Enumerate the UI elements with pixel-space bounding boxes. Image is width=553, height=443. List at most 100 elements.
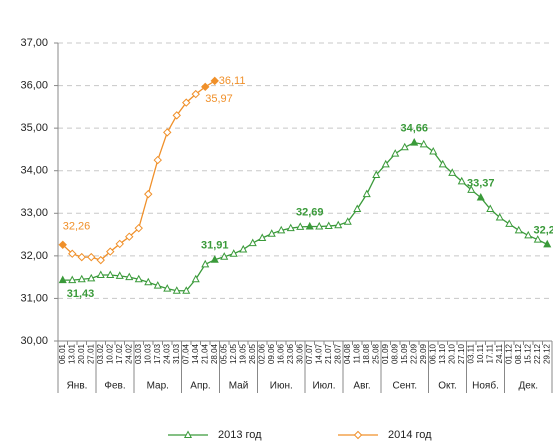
- x-tick-label: 18.08: [362, 343, 371, 364]
- legend-label: 2014 год: [388, 429, 432, 441]
- point: [296, 222, 305, 230]
- x-tick-label: 17.11: [485, 343, 494, 363]
- x-tick-label: 24.02: [124, 343, 133, 364]
- point: [324, 221, 333, 230]
- point: [172, 286, 181, 294]
- data-label: 31,91: [201, 240, 229, 252]
- point: [410, 138, 419, 146]
- point: [115, 271, 124, 279]
- x-tick-label: 08.12: [514, 343, 523, 364]
- point: [106, 270, 115, 279]
- x-tick-label: 24.03: [162, 343, 171, 364]
- x-tick-label: 26.05: [248, 343, 257, 364]
- data-label: 32,27: [533, 224, 553, 236]
- y-tick-label: 34,00: [20, 165, 48, 177]
- x-tick-label: 01.12: [504, 343, 513, 364]
- month-label: Июл.: [312, 381, 335, 392]
- x-tick-label: 27.01: [86, 343, 95, 364]
- x-tick-label: 22.12: [533, 343, 542, 364]
- legend-marker: [353, 430, 363, 440]
- y-tick-label: 35,00: [20, 122, 48, 134]
- point: [77, 252, 86, 262]
- legend-marker: [183, 430, 193, 438]
- point: [106, 247, 115, 256]
- point: [68, 275, 77, 284]
- point: [533, 235, 542, 243]
- point: [163, 284, 172, 292]
- point: [144, 189, 153, 199]
- month-label: Дек.: [519, 381, 539, 392]
- x-tick-label: 07.07: [305, 343, 314, 364]
- point: [353, 204, 362, 213]
- point: [96, 255, 105, 265]
- month-label: Авг.: [353, 381, 370, 392]
- point: [210, 255, 219, 263]
- x-tick-label: 14.04: [191, 343, 200, 364]
- x-tick-label: 20.01: [77, 343, 86, 364]
- point: [125, 232, 134, 241]
- x-tick-label: 08.09: [390, 343, 399, 364]
- point: [191, 274, 200, 283]
- data-label: 33,37: [467, 177, 495, 189]
- line: [62, 141, 548, 292]
- x-tick-label: 13.10: [438, 343, 447, 364]
- x-tick-label: 10.03: [143, 343, 152, 364]
- data-label: 36,11: [219, 75, 246, 87]
- x-tick-label: 07.04: [181, 343, 190, 364]
- point: [400, 142, 409, 151]
- point: [191, 89, 200, 99]
- point: [391, 149, 400, 157]
- point: [144, 277, 153, 286]
- x-tick-label: 03.11: [466, 343, 475, 363]
- y-tick-label: 37,00: [20, 37, 48, 49]
- x-tick-label: 17.02: [115, 343, 124, 364]
- point: [505, 219, 514, 227]
- point: [87, 252, 96, 262]
- point: [419, 139, 428, 148]
- point: [334, 220, 343, 229]
- y-tick-label: 30,00: [20, 335, 48, 347]
- x-tick-label: 06.01: [58, 343, 67, 364]
- point: [486, 204, 495, 213]
- x-tick-label: 22.09: [409, 343, 418, 364]
- point: [163, 128, 172, 137]
- point: [277, 225, 286, 234]
- y-tick-label: 33,00: [20, 207, 48, 219]
- point: [429, 146, 438, 155]
- point: [134, 274, 143, 283]
- month-label: Окт.: [438, 381, 457, 392]
- point: [524, 230, 533, 239]
- y-tick-label: 31,00: [20, 292, 48, 304]
- data-label: 32,69: [296, 206, 324, 218]
- x-tick-label: 05.05: [219, 343, 228, 364]
- x-tick-label: 12.05: [229, 343, 238, 364]
- x-tick-label: 01.09: [381, 343, 390, 364]
- point: [448, 168, 457, 176]
- x-tick-label: 30.06: [295, 343, 304, 364]
- point: [96, 270, 105, 279]
- x-tick-label: 25.08: [371, 343, 380, 364]
- x-tick-label: 31.03: [172, 343, 181, 364]
- point: [68, 249, 77, 258]
- month-label: Июн.: [270, 381, 293, 392]
- data-label: 35,97: [205, 93, 233, 105]
- legend-label: 2013 год: [218, 429, 262, 441]
- point: [258, 233, 267, 241]
- x-tick-label: 17.03: [153, 343, 162, 364]
- x-tick-label: 28.04: [210, 343, 219, 364]
- x-tick-label: 21.07: [324, 343, 333, 364]
- point: [125, 272, 134, 281]
- month-label: Май: [229, 381, 249, 392]
- month-label: Фев.: [104, 381, 125, 392]
- point: [182, 286, 191, 294]
- x-tick-label: 03.02: [96, 343, 105, 364]
- data-label: 31,43: [67, 288, 95, 300]
- point: [467, 185, 476, 193]
- month-label: Апр.: [190, 381, 210, 392]
- x-tick-label: 04.08: [343, 343, 352, 364]
- x-tick-label: 11.08: [352, 343, 361, 363]
- point: [182, 98, 191, 107]
- x-tick-label: 21.04: [200, 343, 209, 364]
- point: [495, 212, 504, 221]
